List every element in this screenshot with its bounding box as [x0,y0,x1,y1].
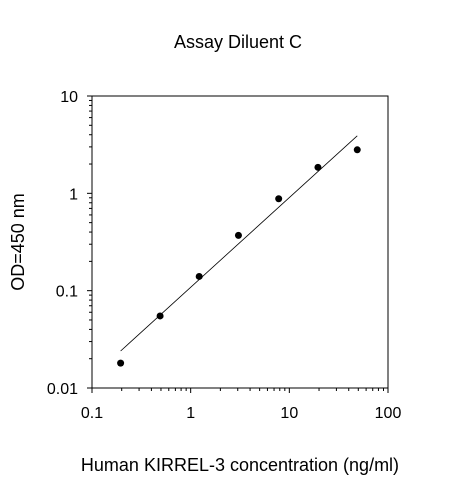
x-tick-label: 10 [280,405,298,422]
y-tick-label: 0.01 [47,381,78,398]
data-point [195,272,203,280]
x-axis-ticks: 0.1 1 10 100 [81,388,402,422]
x-tick-label: 1 [186,405,195,422]
y-tick-label: 1 [69,186,78,203]
x-axis-label: Human KIRREL-3 concentration (ng/ml) [81,455,399,475]
y-axis-label: OD=450 nm [8,193,28,291]
x-tick-label: 100 [375,405,402,422]
y-tick-label: 10 [60,89,78,106]
data-point [314,163,322,171]
plot-area [91,95,389,389]
fit-line [120,135,358,352]
data-point [156,312,164,320]
data-point [117,359,125,367]
y-tick-label: 0.1 [56,284,78,301]
chart-title: Assay Diluent C [174,32,302,52]
y-axis-ticks: 0.01 0.1 1 10 [47,89,92,398]
data-point [234,231,242,239]
data-points [117,146,361,367]
data-point [353,146,361,154]
data-point [275,195,283,203]
x-tick-label: 0.1 [81,405,103,422]
